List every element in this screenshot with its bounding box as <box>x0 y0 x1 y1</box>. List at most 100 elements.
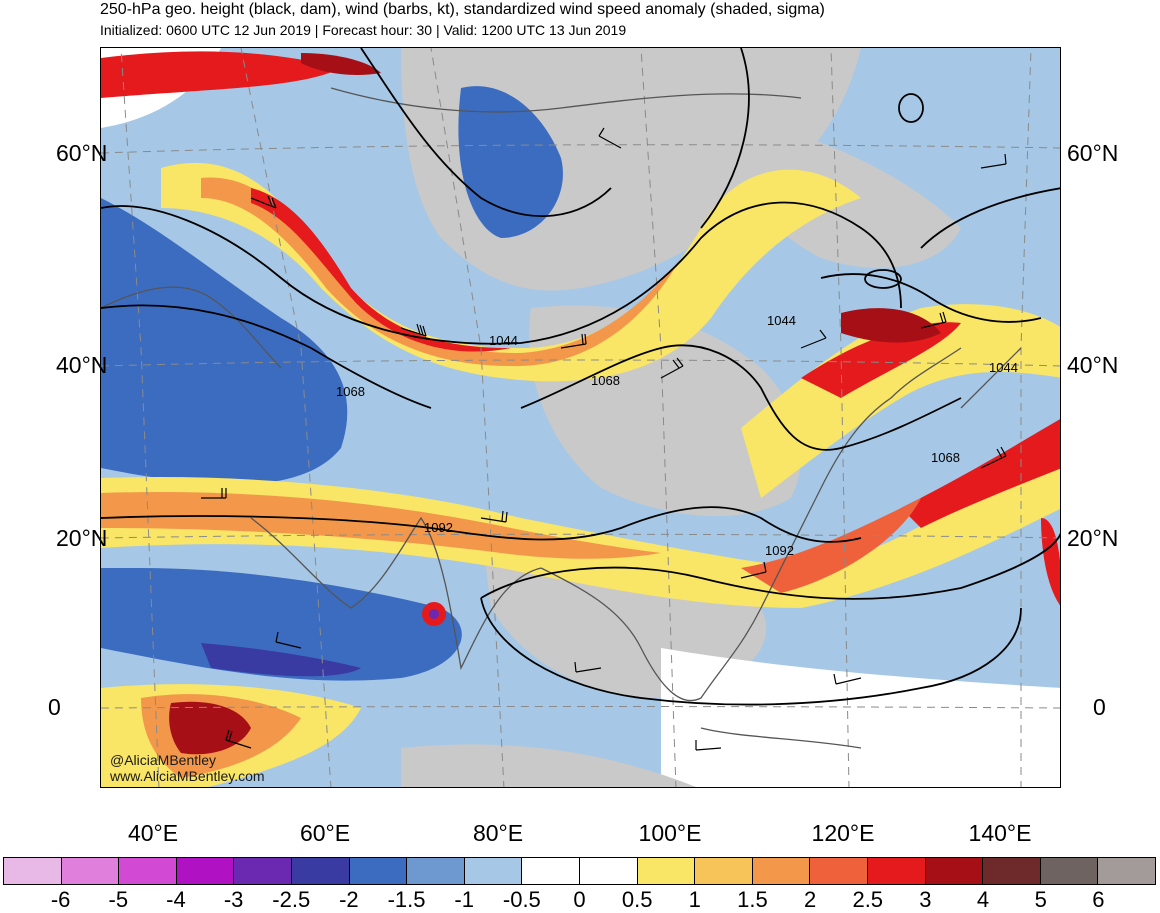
colorbar-swatch <box>176 858 235 884</box>
wind-barb <box>740 561 767 579</box>
wind-barb <box>598 127 622 149</box>
wind-barb <box>695 740 722 751</box>
figure-subtitle: Initialized: 0600 UTC 12 Jun 2019 | Fore… <box>100 22 627 38</box>
coast-china-east <box>820 347 962 489</box>
lon-label-80e: 80°E <box>472 820 524 846</box>
gray-zone-southwest <box>401 744 696 787</box>
jet-east-darkred <box>841 308 941 343</box>
coast-europe <box>101 286 282 369</box>
jet-east-red <box>801 322 961 398</box>
lat-label-20n-right: 20°N <box>1067 525 1119 551</box>
colorbar-tick-label: 1.5 <box>737 887 768 912</box>
colorbar-swatch <box>579 858 638 884</box>
colorbar-tick-label: 2 <box>803 887 817 912</box>
contour-closed-low-b <box>898 93 924 123</box>
colorbar-swatch <box>983 858 1041 884</box>
contour-1068-mid <box>520 344 962 451</box>
lon-label-100e: 100°E <box>638 820 702 846</box>
coast-se-asia <box>540 487 822 702</box>
jet-polar-orange <box>201 177 681 367</box>
meridian-60e <box>240 48 332 787</box>
parallel-40n <box>101 359 1060 367</box>
figure-title: 250-hPa geo. height (black, dam), wind (… <box>100 1 825 18</box>
map-canvas: 1044 1068 1092 1044 1068 1092 1044 1068 <box>101 48 1060 787</box>
lat-label-60n-right: 60°N <box>1067 140 1119 166</box>
wind-barb <box>980 153 1007 169</box>
parallel-20n <box>101 533 1060 539</box>
colorbar-tick-label: 6 <box>1092 887 1105 912</box>
contour-label-1068-a: 1068 <box>336 384 365 399</box>
colorbar-swatch <box>925 858 984 884</box>
wind-barb <box>920 311 947 329</box>
cyclone-core <box>429 609 439 619</box>
colorbar-tick-label: -1 <box>454 887 474 912</box>
colorbar-swatch <box>695 858 753 884</box>
parallel-60n <box>101 144 1060 154</box>
graticule <box>101 48 1060 787</box>
colorbar-swatch <box>349 858 408 884</box>
jet-arctic-red <box>101 51 341 98</box>
height-contours <box>101 48 1060 706</box>
colorbar-tick-label: -4 <box>166 887 186 912</box>
jet-polar-red <box>251 188 511 352</box>
colorbar-swatch <box>752 858 811 884</box>
coast-japan <box>960 347 1022 409</box>
contour-label-1068-c: 1068 <box>931 450 960 465</box>
contour-north-b <box>700 48 750 229</box>
wind-barb <box>574 661 602 673</box>
wind-barb <box>800 329 827 349</box>
colorbar-swatch <box>4 858 62 884</box>
colorbar-swatch <box>234 858 292 884</box>
colorbar-tick-label: 5 <box>1034 887 1047 912</box>
colorbar-tick-label: -0.5 <box>502 887 541 912</box>
contour-closed-low-a <box>864 269 902 289</box>
contour-label-1092-a: 1092 <box>424 520 453 535</box>
colorbar-swatch <box>464 858 523 884</box>
wind-barb <box>400 323 427 337</box>
wind-barb <box>275 631 302 649</box>
jet-subtropical-orange-east <box>741 498 921 593</box>
meridian-40e <box>120 48 160 787</box>
credit-site[interactable]: www.AliciaMBentley.com <box>110 768 265 784</box>
colorbar-swatch <box>522 858 580 884</box>
colorbar-tick-label: 0 <box>573 887 586 912</box>
colorbar-swatch <box>119 858 177 884</box>
colorbar-swatch <box>1098 858 1155 884</box>
wind-barb <box>480 510 508 523</box>
contour-1044-east <box>820 273 1042 323</box>
contour-label-1068-b: 1068 <box>591 373 620 388</box>
contour-label-1044-c: 1044 <box>989 360 1018 375</box>
anomaly-shading <box>101 48 1060 787</box>
jet-subtropical-red <box>901 419 1060 528</box>
jet-subtropical-orange <box>101 492 661 559</box>
coast-arctic <box>330 87 802 113</box>
jet-polar-yellow <box>161 162 861 382</box>
wind-barb <box>225 729 252 749</box>
colorbar-tick-label: -3 <box>223 887 244 912</box>
contour-1092-mid <box>101 506 862 543</box>
map-panel[interactable]: 1044 1068 1092 1044 1068 1092 1044 1068 <box>100 47 1061 788</box>
blue-zone-mid <box>101 568 462 681</box>
colorbar-tick-label: -5 <box>108 887 129 912</box>
colorbar-tick-label: 2.5 <box>852 887 884 912</box>
colorbar-swatch <box>1040 858 1099 884</box>
colorbar <box>3 857 1156 885</box>
contour-east-upper <box>920 187 1060 249</box>
coast-arabia-india <box>250 516 542 671</box>
purple-band <box>201 643 361 677</box>
contour-label-1092-b: 1092 <box>765 543 794 558</box>
colorbar-swatch <box>291 858 350 884</box>
lat-label-20n-left: 20°N <box>56 525 108 551</box>
credit-handle: @AliciaMBentley <box>110 752 217 768</box>
colorbar-swatch <box>637 858 696 884</box>
colorbar-tick-label: -1.5 <box>387 887 426 912</box>
lat-label-40n-left: 40°N <box>56 352 108 378</box>
colorbar-tick-label: -6 <box>50 887 71 912</box>
blue-zone-west <box>101 198 348 485</box>
contour-tropical-ring <box>480 532 1060 706</box>
contour-1044-west <box>101 201 902 345</box>
white-zone-tropics <box>661 648 1060 787</box>
wind-barbs <box>201 127 1007 751</box>
jet-eastedge-red <box>1041 518 1060 606</box>
wind-barb <box>980 446 1007 469</box>
